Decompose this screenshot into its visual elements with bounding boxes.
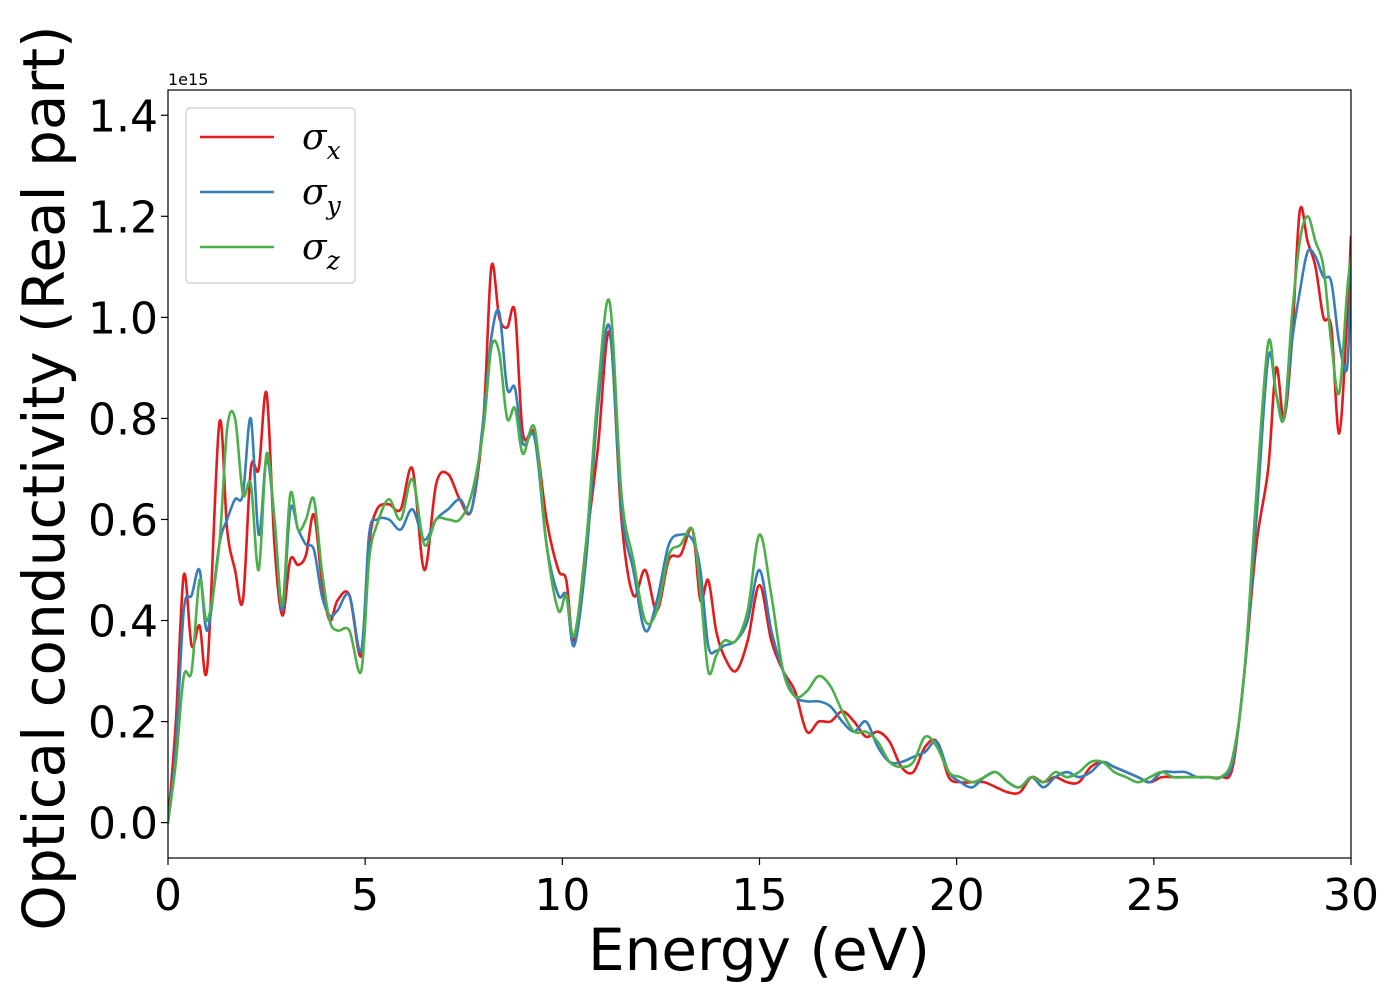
x-tick-label: 25 <box>1126 870 1182 921</box>
y-tick-label: 0.2 <box>88 698 158 749</box>
series-line-z <box>168 215 1351 824</box>
legend-label-symbol: σ <box>302 172 328 213</box>
series-line-x <box>168 205 1351 824</box>
y-tick-label: 0.8 <box>88 394 158 445</box>
x-axis-ticks: 0 5 10 15 20 25 30 <box>154 858 1379 921</box>
legend-label-symbol: σ <box>302 117 328 158</box>
y-tick-label: 1.2 <box>88 192 158 243</box>
series-line-y <box>168 248 1351 824</box>
x-tick-label: 10 <box>534 870 590 921</box>
legend-box <box>185 107 356 284</box>
x-tick-label: 30 <box>1323 870 1379 921</box>
legend-label-subscript: x <box>327 136 341 165</box>
series-layer <box>168 205 1351 824</box>
y-tick-label: 0.6 <box>88 495 158 546</box>
y-tick-label: 0.4 <box>88 597 158 648</box>
x-axis-title: Energy (eV) <box>588 916 930 984</box>
x-tick-label: 0 <box>154 870 182 921</box>
x-tick-label: 20 <box>929 870 985 921</box>
y-offset-label: 1e15 <box>168 70 208 89</box>
legend-label-y: σy <box>302 172 342 220</box>
legend-label-x: σx <box>302 117 341 165</box>
y-tick-label: 1.0 <box>88 293 158 344</box>
x-tick-label: 15 <box>732 870 788 921</box>
legend-label-z: σz <box>302 227 341 275</box>
legend-label-symbol: σ <box>302 227 328 268</box>
y-axis-ticks: 0.0 0.2 0.4 0.6 0.8 1.0 1.2 1.4 <box>88 91 168 850</box>
y-axis-title: Optical conductivity (Real part) <box>10 25 78 930</box>
x-tick-label: 5 <box>351 870 379 921</box>
y-tick-label: 0.0 <box>88 799 158 850</box>
legend-label-subscript: z <box>326 246 341 275</box>
y-tick-label: 1.4 <box>88 91 158 142</box>
legend-label-subscript: y <box>326 191 342 220</box>
